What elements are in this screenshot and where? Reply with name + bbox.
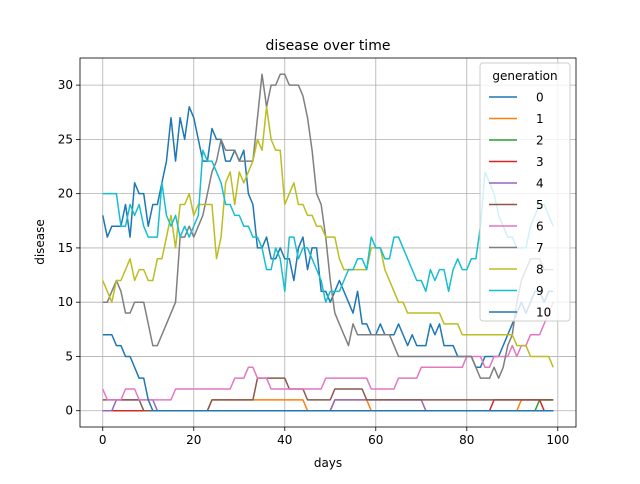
x-axis: 0 20 40 60 80 100 [99, 427, 569, 447]
y-tick-label: 10 [58, 295, 73, 309]
y-tick-label: 20 [58, 187, 73, 201]
legend-label-8: 8 [536, 263, 544, 277]
legend-title: generation [492, 69, 557, 83]
y-tick-label: 25 [58, 132, 73, 146]
y-tick-label: 15 [58, 241, 73, 255]
series-line-10 [102, 334, 554, 412]
plot-frame [79, 57, 577, 428]
y-axis-label: disease [33, 219, 47, 265]
x-tick-label: 100 [546, 433, 569, 447]
chart-title: disease over time [266, 38, 391, 54]
y-axis: 0 5 10 15 20 25 30 [58, 78, 80, 418]
legend-label-9: 9 [536, 284, 544, 298]
series-line-9 [102, 149, 554, 303]
y-tick-label: 30 [58, 78, 73, 92]
x-tick-label: 0 [99, 433, 107, 447]
legend-label-0: 0 [536, 91, 544, 105]
x-tick-label: 60 [368, 433, 383, 447]
legend-label-1: 1 [536, 112, 544, 126]
legend-label-4: 4 [536, 177, 544, 191]
legend-label-7: 7 [536, 241, 544, 255]
legend-box [479, 62, 571, 322]
x-tick-label: 80 [459, 433, 474, 447]
x-tick-label: 40 [277, 433, 292, 447]
y-tick-label: 0 [65, 404, 73, 418]
series-line-6 [102, 301, 554, 401]
legend-label-10: 10 [536, 306, 551, 320]
legend: generation 0 1 2 3 4 5 6 7 8 9 10 [479, 62, 571, 322]
series-lines [102, 73, 554, 412]
legend-label-6: 6 [536, 220, 544, 234]
y-tick-label: 5 [65, 349, 73, 363]
legend-label-5: 5 [536, 198, 544, 212]
legend-items: 0 1 2 3 4 5 6 7 8 9 10 [489, 91, 551, 320]
x-tick-label: 20 [186, 433, 201, 447]
series-line-7 [102, 73, 554, 379]
x-axis-label: days [314, 456, 342, 470]
legend-label-3: 3 [536, 155, 544, 169]
legend-label-2: 2 [536, 134, 544, 148]
